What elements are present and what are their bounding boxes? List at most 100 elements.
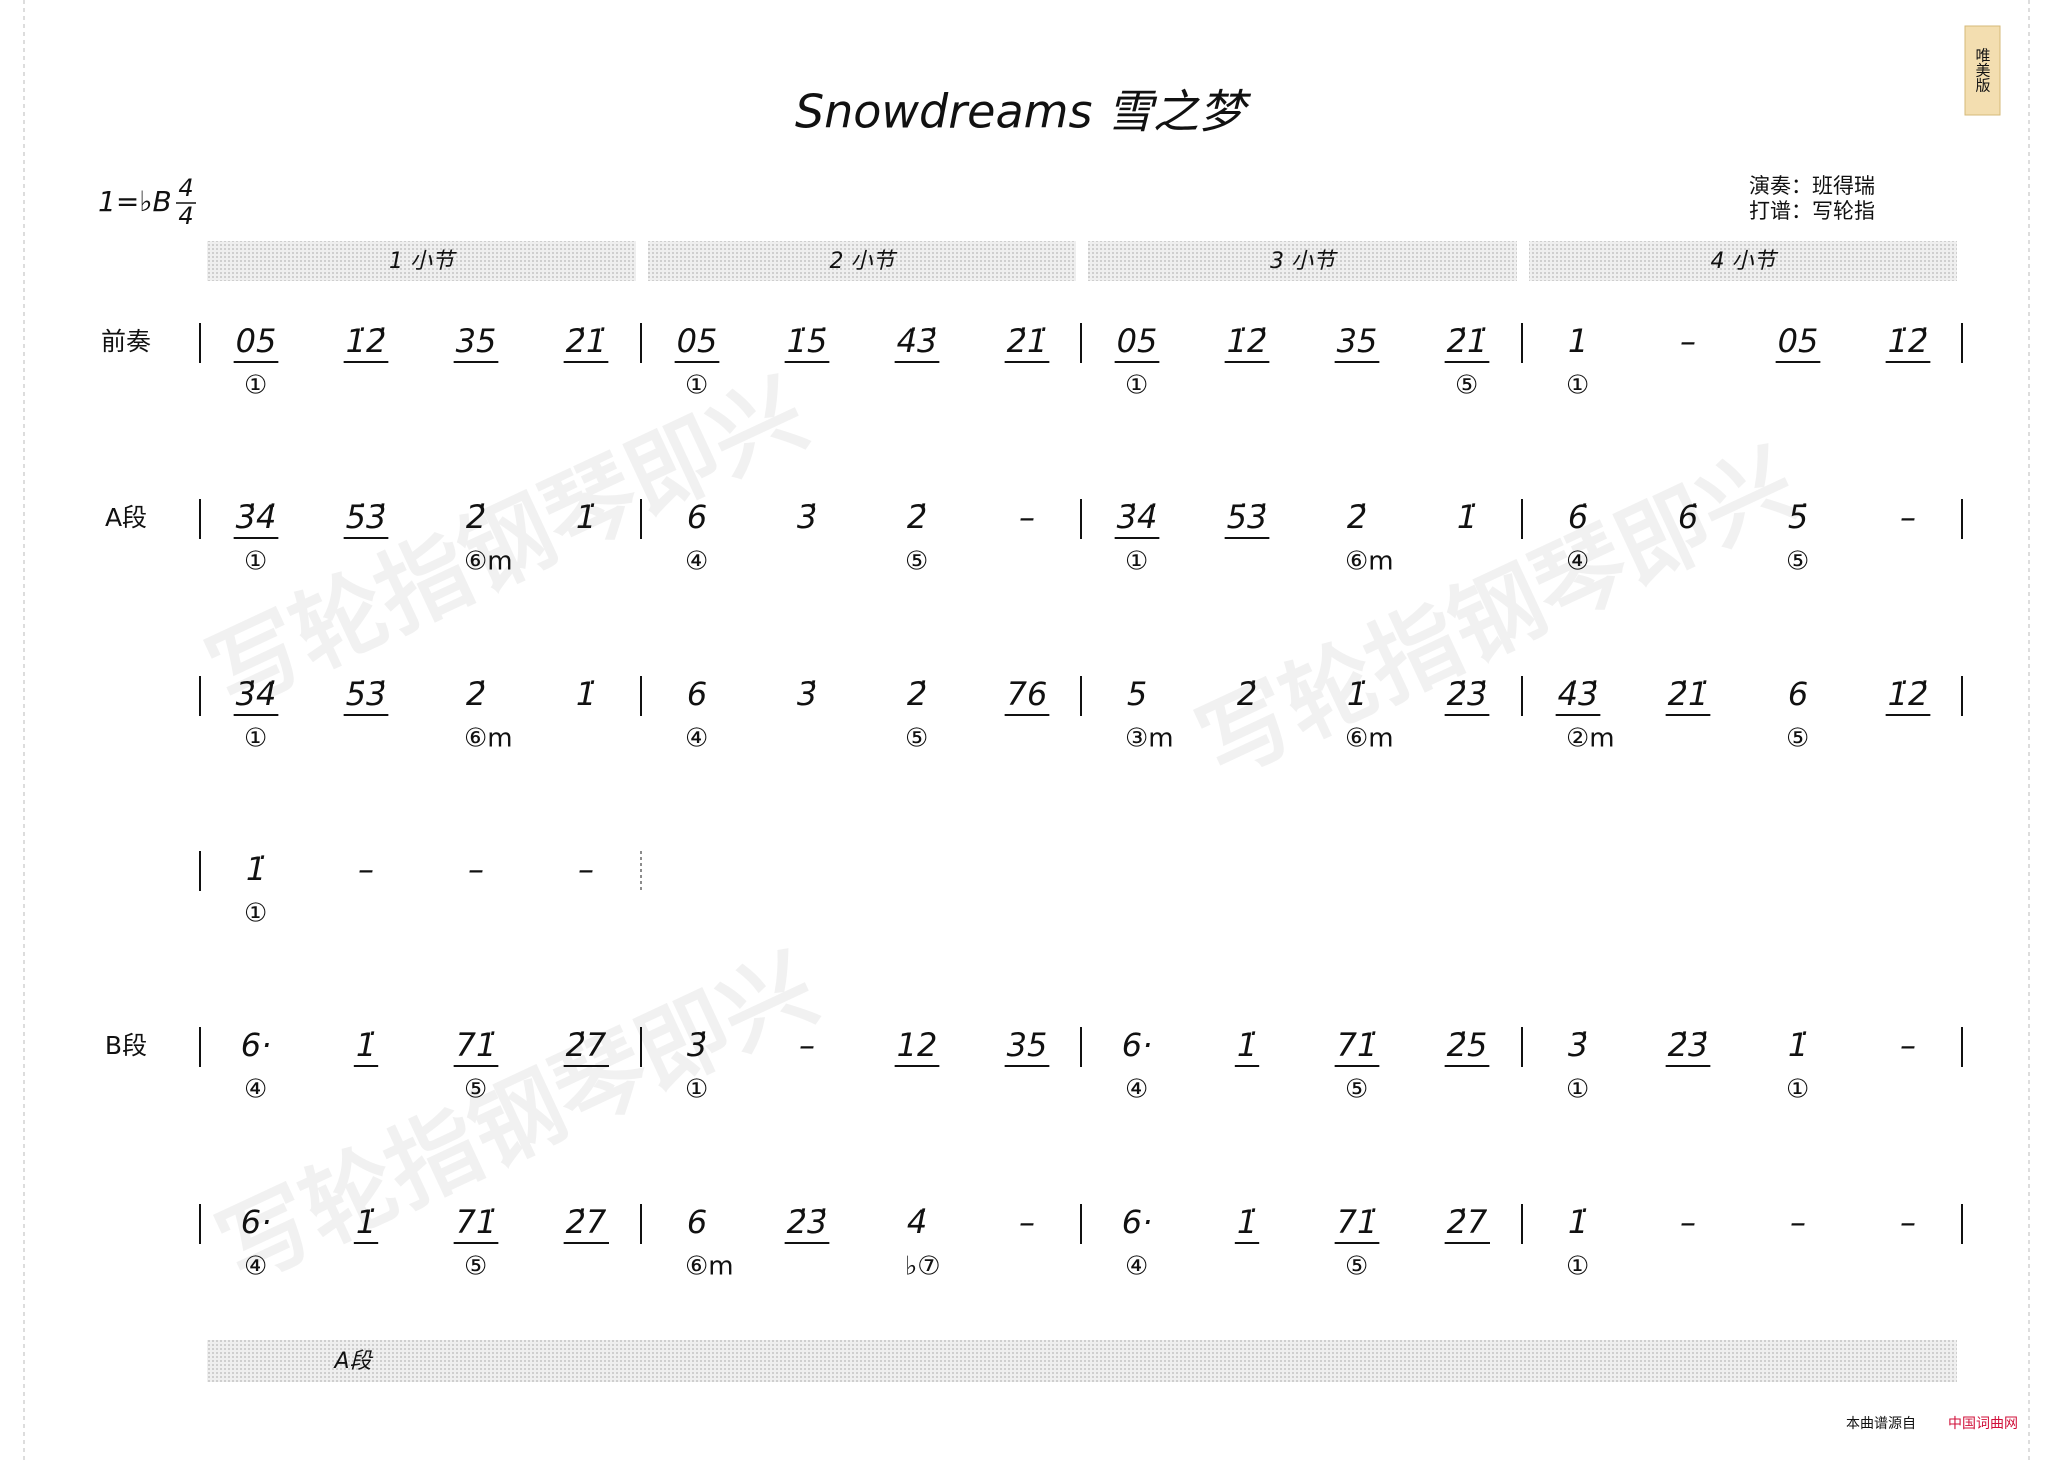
note: 05 bbox=[236, 322, 277, 360]
note: 1̇5̇ bbox=[787, 322, 828, 360]
measure-header-bar bbox=[648, 241, 1076, 281]
finger: ④ bbox=[1125, 1075, 1148, 1105]
note: 1̇ bbox=[1237, 1026, 1257, 1064]
note: 1̇ bbox=[1568, 1203, 1588, 1241]
note: 6 bbox=[687, 498, 707, 536]
note: 71̇ bbox=[456, 1203, 497, 1241]
note: 3̇ bbox=[687, 1026, 707, 1064]
finger: ④ bbox=[244, 1075, 267, 1105]
finger: ⑤ bbox=[1786, 724, 1809, 754]
measure-header: 2 小节 bbox=[830, 249, 898, 274]
measure-header-bar bbox=[207, 241, 636, 281]
note: 05 bbox=[1117, 322, 1158, 360]
finger: ⑤ bbox=[905, 547, 928, 577]
stamp-text: 唯美版 bbox=[1974, 48, 1992, 94]
credit: 演奏：班得瑞 bbox=[1749, 174, 1875, 198]
footer-site: 中国词曲网 bbox=[1948, 1416, 2018, 1432]
note: 2̇3̇ bbox=[1447, 675, 1488, 713]
measure-header: 1 小节 bbox=[389, 249, 457, 274]
note: 1̇ bbox=[246, 850, 266, 888]
note: 6̇ bbox=[1568, 498, 1588, 536]
note: 12 bbox=[897, 1026, 938, 1064]
finger: ♭⑦ bbox=[905, 1252, 941, 1282]
note: 5̇3̇ bbox=[346, 675, 387, 713]
note: 2̇ bbox=[1347, 498, 1367, 536]
finger: ⑤ bbox=[1455, 371, 1478, 401]
note: 6· bbox=[1122, 1203, 1153, 1241]
note: – bbox=[1019, 498, 1035, 536]
note: 1̇2̇ bbox=[1888, 322, 1929, 360]
section-label: B段 bbox=[105, 1031, 147, 1060]
finger: ②m bbox=[1566, 724, 1615, 754]
note: 2̇1̇ bbox=[566, 322, 607, 360]
note: – bbox=[1680, 1203, 1696, 1241]
note: 1̇ bbox=[1237, 1203, 1257, 1241]
note: 5̇3̇ bbox=[346, 498, 387, 536]
note: 1̇ bbox=[1457, 498, 1477, 536]
note: – bbox=[1900, 498, 1916, 536]
note: 6· bbox=[1122, 1026, 1153, 1064]
note: 5̇ bbox=[1788, 498, 1808, 536]
finger: ① bbox=[1566, 1252, 1589, 1282]
footer-bar bbox=[207, 1340, 1957, 1382]
note: – bbox=[578, 850, 594, 888]
finger: ④ bbox=[685, 547, 708, 577]
note: 2̇ bbox=[466, 498, 486, 536]
note: 2̇ bbox=[1237, 675, 1257, 713]
measure-header: 4 小节 bbox=[1711, 249, 1779, 274]
note: 1̇ bbox=[1347, 675, 1367, 713]
note: 2̇ bbox=[466, 675, 486, 713]
finger: ① bbox=[244, 547, 267, 577]
credit: 打谱：写轮指 bbox=[1749, 199, 1875, 223]
finger: ① bbox=[244, 724, 267, 754]
note: – bbox=[1790, 1203, 1806, 1241]
note: 2̇3̇ bbox=[1668, 1026, 1709, 1064]
note: 71̇ bbox=[1337, 1203, 1378, 1241]
note: 1̇ bbox=[356, 1026, 376, 1064]
note: 35 bbox=[1007, 1026, 1048, 1064]
note: 6̇ bbox=[1678, 498, 1698, 536]
note: 1̇2̇ bbox=[1888, 675, 1929, 713]
note: 1̇2̇ bbox=[346, 322, 387, 360]
note: 2̇7 bbox=[1447, 1203, 1488, 1241]
finger: ⑤ bbox=[1345, 1075, 1368, 1105]
watermark: 写轮指钢琴即兴 bbox=[1183, 430, 1812, 799]
finger: ④ bbox=[685, 724, 708, 754]
section-label: A段 bbox=[105, 503, 147, 532]
finger: ④ bbox=[1566, 547, 1589, 577]
note: 76 bbox=[1007, 675, 1048, 713]
key: 1=♭B bbox=[98, 185, 172, 218]
note: – bbox=[1900, 1203, 1916, 1241]
note: 2̇1̇ bbox=[1447, 322, 1488, 360]
finger: ③m bbox=[1125, 724, 1174, 754]
finger: ⑥m bbox=[1345, 547, 1394, 577]
note: 35 bbox=[456, 322, 497, 360]
note: 3̇4̇ bbox=[236, 675, 277, 713]
finger: ① bbox=[244, 899, 267, 929]
note: 2̇1̇ bbox=[1007, 322, 1048, 360]
note: 2̇7 bbox=[566, 1203, 607, 1241]
finger: ⑥m bbox=[464, 547, 513, 577]
note: – bbox=[1019, 1203, 1035, 1241]
finger: ① bbox=[244, 371, 267, 401]
stamp bbox=[1964, 25, 2001, 116]
note: 1̇2̇ bbox=[1227, 322, 1268, 360]
note: 6 bbox=[687, 1203, 707, 1241]
note: 5̇3̇ bbox=[1227, 498, 1268, 536]
note: – bbox=[1680, 322, 1696, 360]
finger: ⑥m bbox=[464, 724, 513, 754]
note: 1 bbox=[1568, 322, 1588, 360]
note: 2̇5 bbox=[1447, 1026, 1488, 1064]
note: 4̇3̇ bbox=[1558, 675, 1599, 713]
finger: ① bbox=[1125, 371, 1148, 401]
watermark: 写轮指钢琴即兴 bbox=[203, 935, 832, 1304]
note: 1̇ bbox=[1788, 1026, 1808, 1064]
note: – bbox=[358, 850, 374, 888]
note: 2̇ bbox=[907, 675, 927, 713]
note: 6 bbox=[687, 675, 707, 713]
note: 5 bbox=[1127, 675, 1147, 713]
note: – bbox=[468, 850, 484, 888]
finger: ① bbox=[1566, 1075, 1589, 1105]
finger: ⑤ bbox=[1345, 1252, 1368, 1282]
